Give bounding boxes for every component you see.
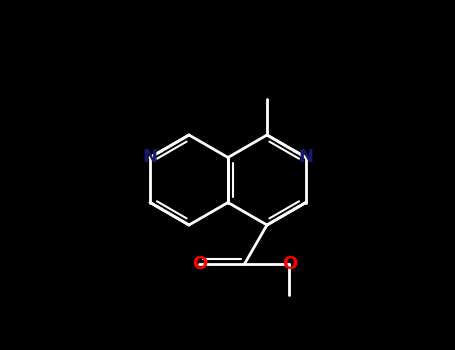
Text: N: N [298, 148, 313, 167]
Text: O: O [282, 255, 297, 273]
Text: O: O [192, 255, 207, 273]
Text: N: N [142, 148, 157, 167]
